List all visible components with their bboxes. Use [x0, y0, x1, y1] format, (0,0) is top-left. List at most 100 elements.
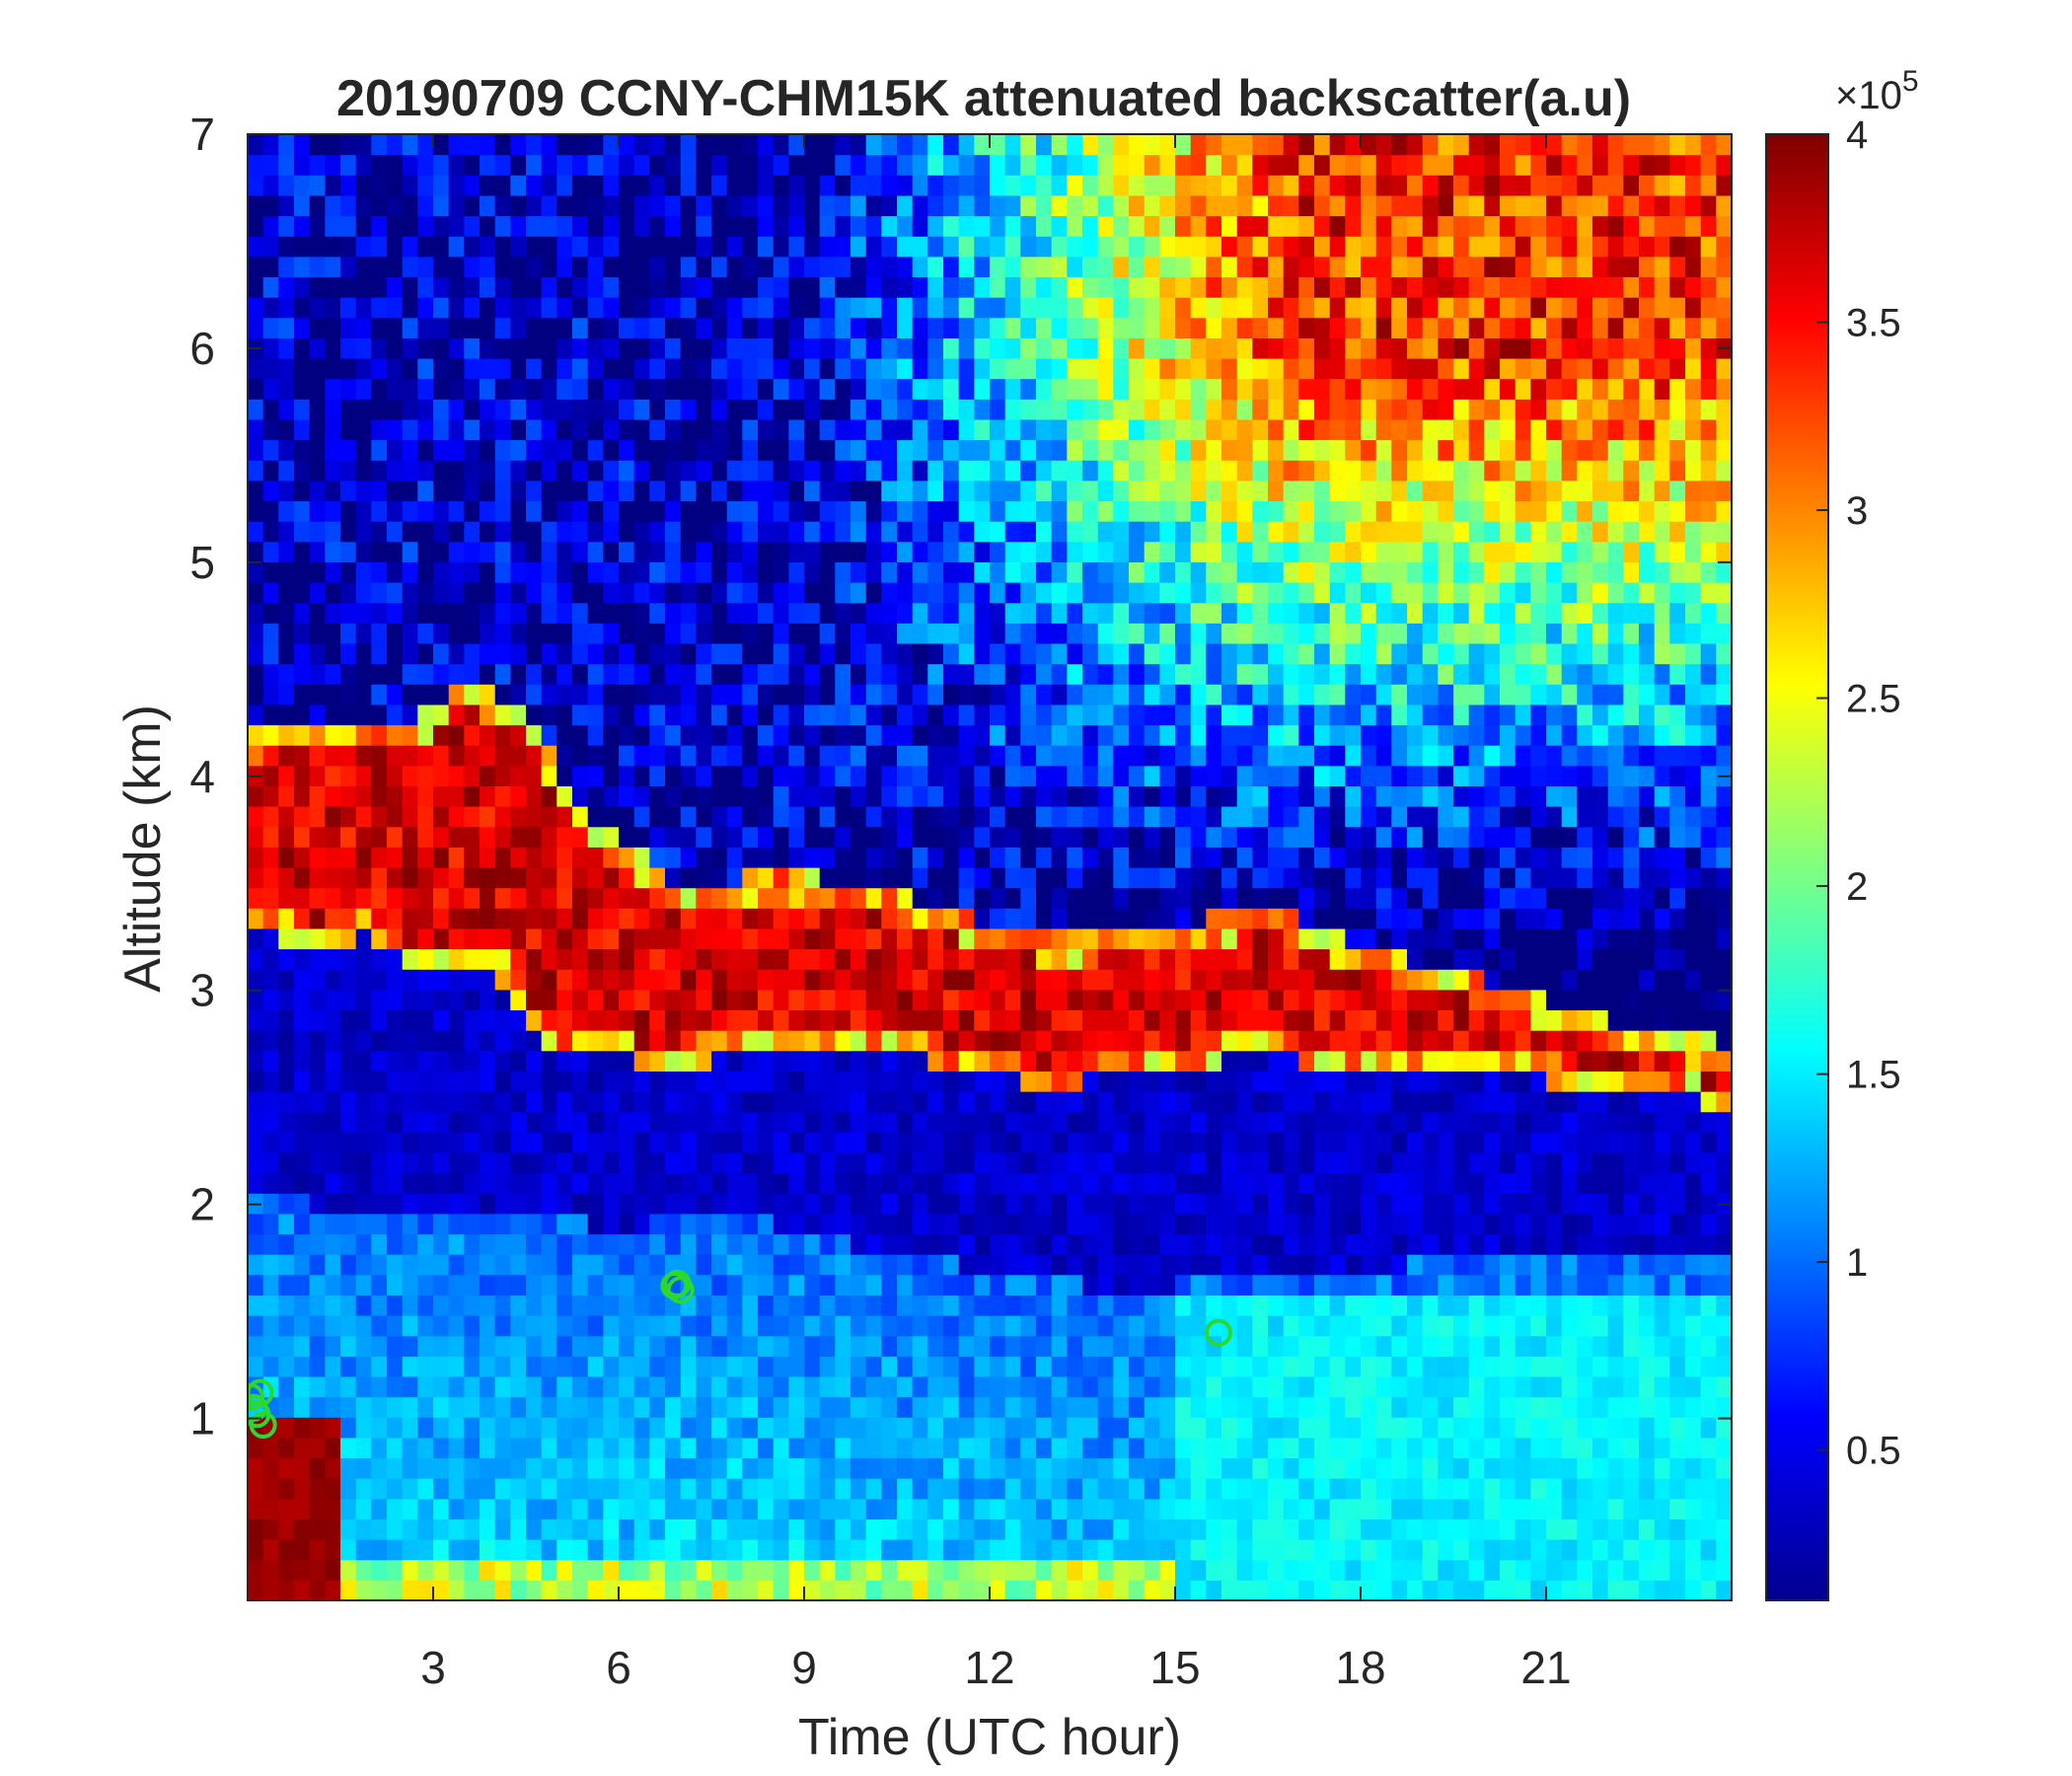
- heatmap-cell: [680, 1111, 697, 1133]
- heatmap-cell: [355, 1111, 372, 1133]
- heatmap-cell: [665, 439, 682, 461]
- heatmap-cell: [804, 948, 821, 970]
- heatmap-cell: [417, 745, 434, 767]
- heatmap-cell: [1020, 684, 1037, 705]
- heatmap-cell: [990, 1437, 1006, 1459]
- heatmap-cell: [649, 297, 666, 319]
- heatmap-cell: [1221, 1498, 1238, 1519]
- heatmap-cell: [1004, 297, 1021, 319]
- heatmap-cell: [742, 1335, 759, 1357]
- heatmap-cell: [1051, 1213, 1068, 1235]
- heatmap-cell: [990, 1498, 1006, 1519]
- heatmap-cell: [355, 927, 372, 950]
- heatmap-cell: [355, 541, 372, 562]
- heatmap-cell: [943, 602, 960, 624]
- heatmap-cell: [1067, 215, 1083, 237]
- heatmap-cell: [494, 948, 511, 970]
- heatmap-cell: [510, 1254, 527, 1276]
- heatmap-cell: [1190, 1030, 1207, 1052]
- heatmap-cell: [1159, 1233, 1176, 1255]
- heatmap-cell: [758, 1151, 775, 1174]
- heatmap-cell: [526, 1478, 543, 1500]
- heatmap-cell: [958, 867, 975, 889]
- heatmap-cell: [1268, 684, 1285, 705]
- heatmap-cell: [865, 582, 882, 604]
- heatmap-cell: [1221, 1151, 1238, 1174]
- heatmap-cell: [773, 1417, 789, 1439]
- heatmap-cell: [387, 1193, 404, 1215]
- heatmap-cell: [355, 989, 372, 1010]
- heatmap-cell: [1036, 1356, 1053, 1377]
- heatmap-cell: [865, 1193, 882, 1215]
- heatmap-cell: [402, 1009, 418, 1031]
- heatmap-cell: [726, 684, 743, 705]
- heatmap-cell: [510, 297, 527, 319]
- heatmap-cell: [1190, 703, 1207, 726]
- heatmap-cell: [1004, 1396, 1021, 1418]
- heatmap-cell: [1175, 847, 1192, 868]
- heatmap-cell: [742, 1071, 759, 1092]
- heatmap-cell: [943, 927, 960, 950]
- heatmap-cell: [1298, 1030, 1315, 1052]
- heatmap-cell: [1175, 215, 1192, 237]
- heatmap-cell: [1159, 867, 1176, 889]
- heatmap-cell: [1097, 765, 1114, 786]
- heatmap-cell: [355, 1417, 372, 1439]
- heatmap-cell: [526, 1559, 543, 1581]
- heatmap-cell: [680, 1193, 697, 1215]
- heatmap-cell: [633, 1172, 650, 1194]
- heatmap-cell: [1236, 134, 1253, 156]
- heatmap-cell: [788, 1050, 805, 1072]
- heatmap-cell: [448, 887, 465, 909]
- heatmap-cell: [773, 1071, 789, 1092]
- heatmap-cell: [881, 969, 898, 991]
- heatmap-cell: [1252, 1498, 1269, 1519]
- heatmap-cell: [572, 989, 589, 1010]
- heatmap-cell: [958, 521, 975, 543]
- heatmap-cell: [541, 256, 557, 277]
- heatmap-cell: [1221, 745, 1238, 767]
- heatmap-cell: [464, 826, 481, 848]
- heatmap-cell: [1004, 500, 1021, 522]
- heatmap-cell: [309, 378, 326, 400]
- heatmap-cell: [417, 1498, 434, 1519]
- heatmap-cell: [680, 867, 697, 889]
- heatmap-cell: [819, 1111, 836, 1133]
- heatmap-cell: [1236, 276, 1253, 298]
- heatmap-cell: [262, 908, 279, 929]
- heatmap-cell: [1206, 297, 1222, 319]
- heatmap-cell: [619, 1498, 635, 1519]
- heatmap-cell: [340, 1233, 357, 1255]
- heatmap-cell: [974, 826, 991, 848]
- heatmap-cell: [1067, 194, 1083, 217]
- heatmap-cell: [510, 439, 527, 461]
- heatmap-cell: [603, 1457, 620, 1479]
- heatmap-cell: [1067, 1559, 1083, 1581]
- heatmap-cell: [958, 623, 975, 644]
- heatmap-cell: [1175, 1315, 1192, 1337]
- heatmap-cell: [974, 460, 991, 481]
- heatmap-cell: [1283, 1071, 1299, 1092]
- heatmap-cell: [294, 175, 311, 196]
- heatmap-cell: [1175, 1559, 1192, 1581]
- heatmap-cell: [881, 378, 898, 400]
- heatmap-cell: [633, 236, 650, 258]
- heatmap-cell: [494, 1274, 511, 1295]
- heatmap-cell: [262, 256, 279, 277]
- heatmap-cell: [927, 785, 944, 807]
- heatmap-cell: [556, 582, 573, 604]
- heatmap-cell: [1190, 460, 1207, 481]
- heatmap-cell: [294, 256, 311, 277]
- heatmap-cell: [1036, 703, 1053, 726]
- heatmap-cell: [417, 826, 434, 848]
- heatmap-cell: [248, 194, 264, 217]
- heatmap-cell: [1283, 1091, 1299, 1113]
- heatmap-cell: [835, 399, 851, 420]
- heatmap-cell: [990, 1539, 1006, 1561]
- heatmap-cell: [294, 826, 311, 848]
- heatmap-cell: [1206, 765, 1222, 786]
- heatmap-cell: [433, 1050, 450, 1072]
- heatmap-cell: [758, 1091, 775, 1113]
- heatmap-cell: [1097, 908, 1114, 929]
- heatmap-cell: [665, 561, 682, 583]
